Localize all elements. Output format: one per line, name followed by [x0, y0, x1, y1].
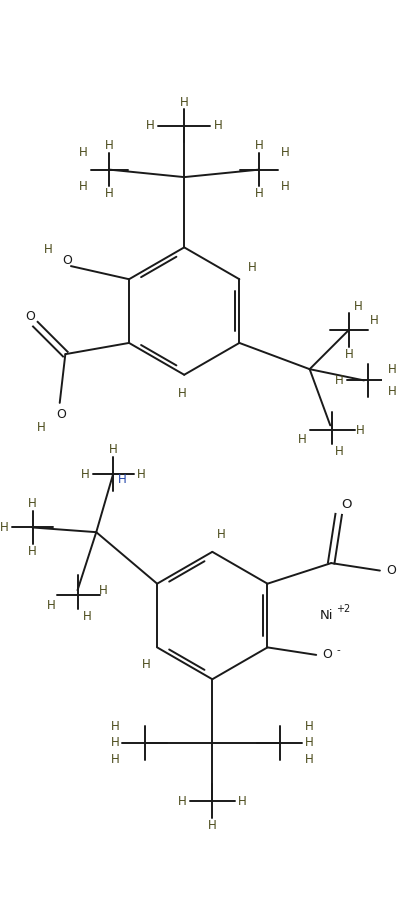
Text: H: H: [306, 753, 314, 766]
Text: O: O: [341, 498, 351, 511]
Text: H: H: [217, 529, 226, 542]
Text: H: H: [335, 374, 344, 387]
Text: H: H: [44, 243, 53, 256]
Text: H: H: [214, 119, 222, 132]
Text: H: H: [298, 433, 306, 446]
Text: H: H: [0, 521, 9, 534]
Text: H: H: [180, 96, 188, 109]
Text: H: H: [178, 795, 187, 808]
Text: H: H: [354, 300, 363, 313]
Text: H: H: [142, 658, 150, 670]
Text: Ni: Ni: [320, 609, 334, 622]
Text: H: H: [79, 180, 87, 193]
Text: H: H: [83, 610, 91, 623]
Text: O: O: [62, 254, 72, 267]
Text: H: H: [105, 139, 113, 152]
Text: H: H: [208, 819, 217, 832]
Text: -: -: [337, 646, 340, 655]
Text: H: H: [111, 737, 119, 750]
Text: H: H: [36, 421, 45, 434]
Text: H: H: [111, 753, 119, 766]
Text: H: H: [255, 139, 263, 152]
Text: H: H: [81, 468, 89, 481]
Text: H: H: [255, 188, 263, 201]
Text: H: H: [281, 180, 290, 193]
Text: H: H: [109, 443, 117, 456]
Text: H: H: [105, 188, 113, 201]
Text: H: H: [137, 468, 146, 481]
Text: H: H: [370, 314, 379, 327]
Text: O: O: [57, 408, 67, 421]
Text: H: H: [118, 473, 127, 486]
Text: H: H: [281, 146, 290, 159]
Text: H: H: [356, 424, 365, 437]
Text: H: H: [388, 385, 397, 398]
Text: H: H: [111, 719, 119, 732]
Text: H: H: [146, 119, 155, 132]
Text: H: H: [344, 347, 353, 361]
Text: H: H: [47, 599, 56, 612]
Text: H: H: [388, 363, 397, 376]
Text: H: H: [335, 445, 344, 458]
Text: H: H: [306, 737, 314, 750]
Text: H: H: [79, 146, 87, 159]
Text: H: H: [178, 387, 187, 400]
Text: H: H: [28, 545, 37, 558]
Text: O: O: [322, 648, 332, 661]
Text: H: H: [248, 262, 257, 274]
Text: H: H: [238, 795, 247, 808]
Text: O: O: [25, 310, 34, 323]
Text: O: O: [386, 564, 396, 577]
Text: H: H: [28, 496, 37, 509]
Text: H: H: [306, 719, 314, 732]
Text: +2: +2: [336, 604, 350, 614]
Text: H: H: [99, 584, 108, 597]
